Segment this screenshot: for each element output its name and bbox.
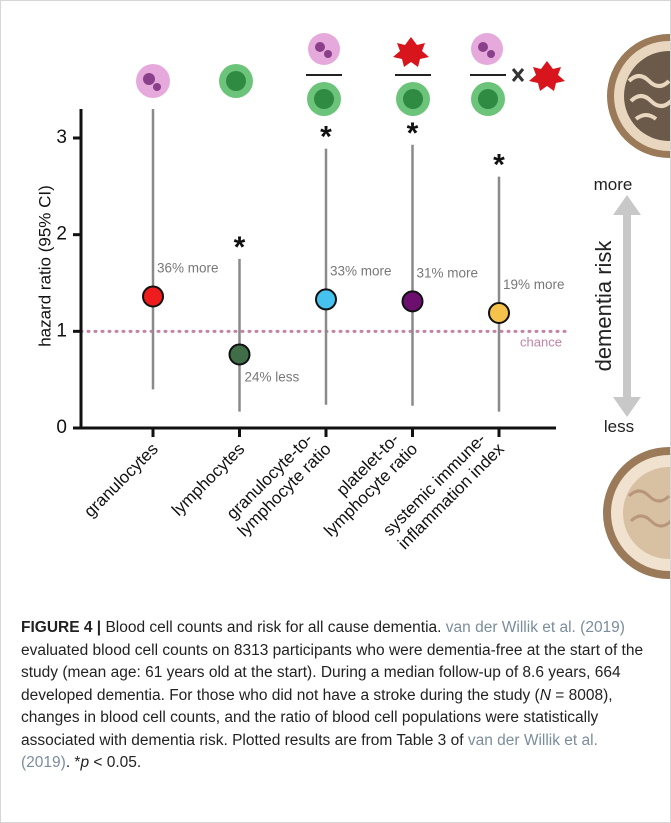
y-tick-label: 1	[56, 320, 67, 341]
point	[315, 288, 337, 311]
caption-plain: Blood cell counts and risk for all cause…	[101, 619, 446, 636]
caption-plain: < 0.05.	[89, 754, 142, 771]
risk-arrow	[613, 195, 641, 417]
brain-bottom	[603, 447, 670, 579]
annotation: 19% more	[503, 277, 565, 292]
caption-plain: = 8008), changes in blood cell counts, a…	[21, 686, 613, 749]
risk-more: more	[594, 175, 633, 194]
caption-plain: evaluated blood cell counts on 8313 part…	[21, 641, 644, 704]
caption-plain: . *	[65, 754, 81, 771]
caption: FIGURE 4 | Blood cell counts and risk fo…	[21, 617, 651, 775]
point	[488, 301, 510, 324]
risk-less: less	[604, 417, 634, 436]
caption-label: FIGURE 4 |	[21, 619, 102, 636]
significance-marker: *	[493, 149, 505, 182]
x-tick-label-line: granulocytes	[80, 439, 162, 521]
brain-top	[607, 34, 670, 158]
annotation: 31% more	[417, 265, 479, 280]
point	[228, 343, 251, 366]
y-tick-label: 2	[56, 224, 67, 245]
annotation: 36% more	[157, 261, 219, 276]
reference-label: chance	[520, 334, 562, 349]
risk-title: dementia risk	[591, 240, 616, 372]
x-tick-label: granulocytes	[80, 439, 162, 521]
caption-italic: p	[80, 754, 90, 771]
cell-icons	[136, 33, 565, 116]
caption-link[interactable]: van der Willik et al. (2019)	[445, 619, 625, 636]
y-tick-label: 3	[56, 127, 67, 148]
significance-marker: *	[234, 231, 246, 264]
y-tick-label: 0	[56, 417, 67, 438]
point	[142, 285, 164, 308]
annotation: 33% more	[330, 263, 392, 278]
point	[401, 290, 424, 313]
significance-marker: *	[407, 117, 419, 150]
caption-link[interactable]: van der Willik et al. (2019)	[21, 731, 598, 772]
chart: more less dementia risk hazard ratio (95…	[35, 33, 670, 579]
y-axis-title: hazard ratio (95% CI)	[35, 185, 54, 347]
annotation: 24% less	[245, 370, 300, 385]
caption-italic: N	[539, 686, 551, 704]
significance-marker: *	[320, 121, 332, 154]
